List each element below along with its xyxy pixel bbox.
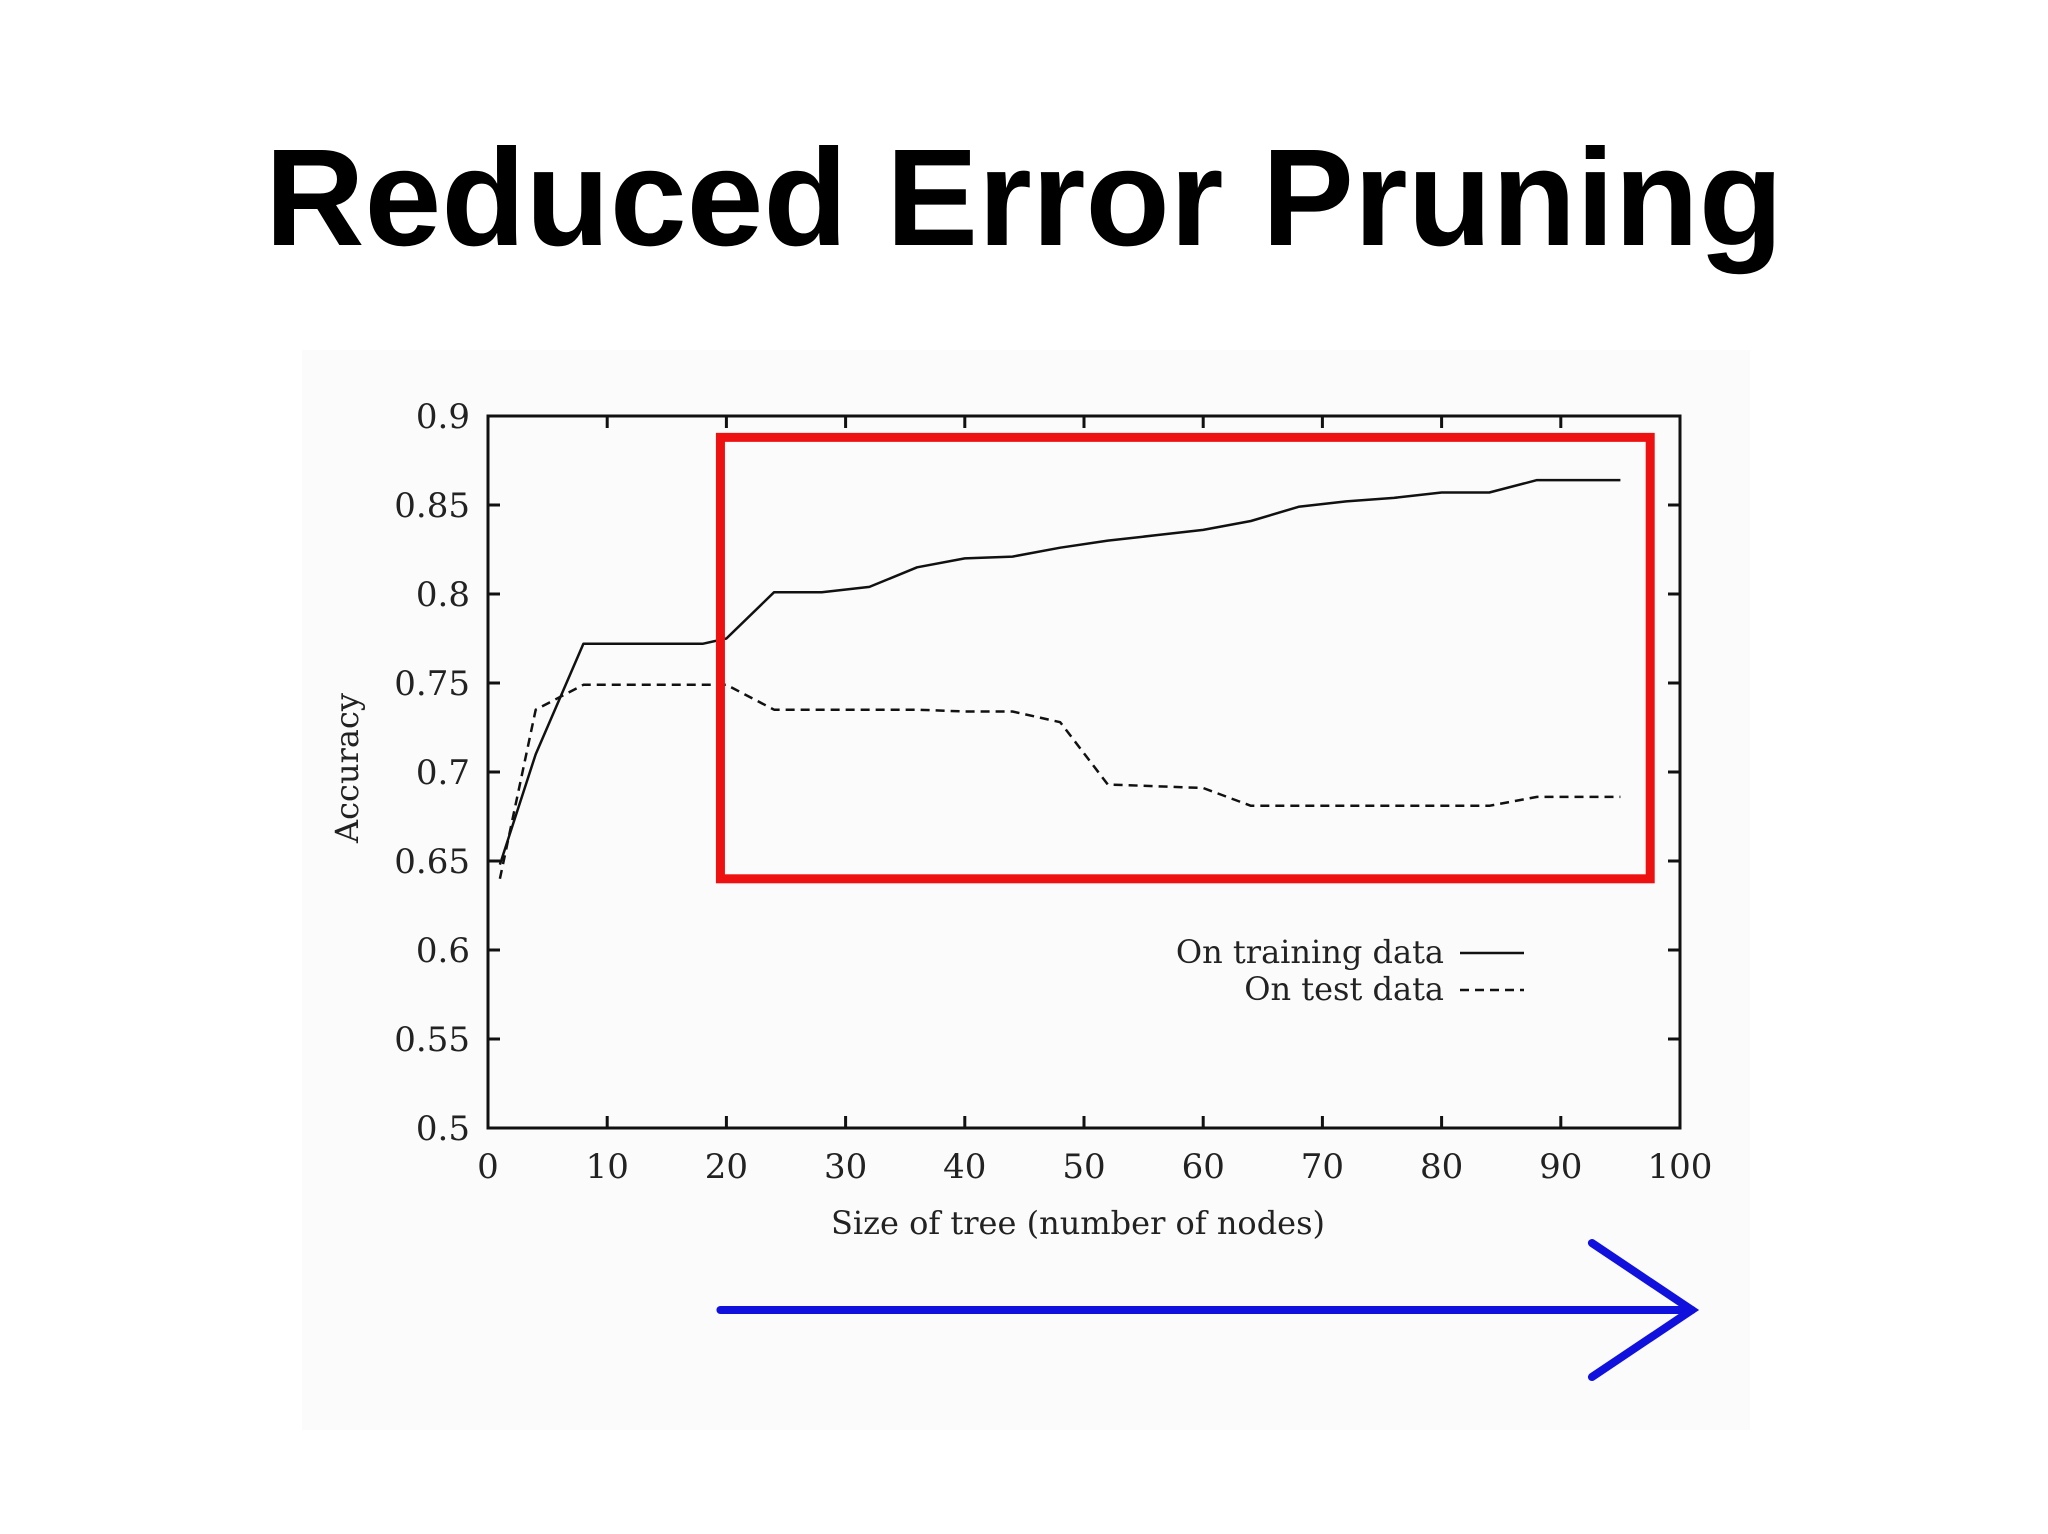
y-axis-label: Accuracy [328, 693, 366, 844]
figure-background [302, 350, 1750, 1430]
y-tick-label: 0.7 [416, 753, 470, 793]
arrow-head [1587, 1239, 1700, 1381]
right-arrow [716, 1239, 1700, 1381]
series-lines [498, 478, 1621, 880]
legend: On training data On test data [1176, 933, 1524, 1008]
series-line-training [498, 478, 1621, 865]
y-tick-label: 0.55 [394, 1020, 470, 1060]
x-tick-label: 70 [1301, 1147, 1344, 1187]
axis-tick-labels: 0 10 20 30 40 50 60 70 80 90 100 0.5 0.55 0.6 0.65 0.7 0… [394, 397, 1712, 1187]
legend-label-test: On test data [1244, 970, 1444, 1008]
axis-ticks [486, 414, 1682, 1130]
x-tick-label: 60 [1182, 1147, 1225, 1187]
x-tick-label: 40 [943, 1147, 986, 1187]
y-tick-label: 0.6 [416, 931, 470, 971]
x-axis-label: Size of tree (number of nodes) [831, 1204, 1325, 1242]
y-tick-label: 0.9 [416, 397, 470, 437]
legend-label-training: On training data [1176, 933, 1444, 971]
x-tick-label: 90 [1539, 1147, 1582, 1187]
slide-title: Reduced Error Pruning [264, 121, 1784, 275]
x-tick-label: 30 [824, 1147, 867, 1187]
plot-frame [486, 414, 1682, 1130]
y-tick-label: 0.8 [416, 575, 470, 615]
x-tick-label: 100 [1648, 1147, 1713, 1187]
x-tick-label: 80 [1420, 1147, 1463, 1187]
y-tick-label: 0.75 [394, 664, 470, 704]
series-line-test [498, 683, 1621, 880]
x-tick-label: 10 [586, 1147, 629, 1187]
y-tick-label: 0.5 [416, 1109, 470, 1149]
y-tick-label: 0.85 [394, 486, 470, 526]
x-tick-label: 50 [1062, 1147, 1105, 1187]
highlight-box [715, 432, 1655, 884]
x-tick-label: 20 [705, 1147, 748, 1187]
x-tick-label: 0 [477, 1147, 499, 1187]
y-tick-label: 0.65 [394, 842, 470, 882]
